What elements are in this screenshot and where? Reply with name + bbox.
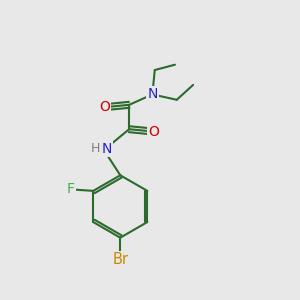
- Text: Br: Br: [112, 253, 128, 268]
- Text: N: N: [102, 142, 112, 156]
- Text: N: N: [147, 87, 158, 101]
- Text: F: F: [67, 182, 75, 197]
- Text: O: O: [148, 124, 159, 139]
- Text: O: O: [99, 100, 110, 114]
- Text: H: H: [91, 142, 100, 155]
